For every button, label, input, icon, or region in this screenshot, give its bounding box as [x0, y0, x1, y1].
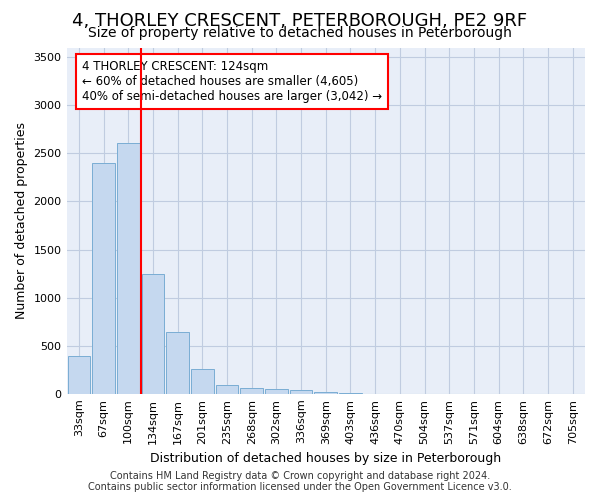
Text: Size of property relative to detached houses in Peterborough: Size of property relative to detached ho… — [88, 26, 512, 40]
Bar — [290, 390, 313, 394]
Bar — [142, 274, 164, 394]
Bar — [191, 369, 214, 394]
Text: Contains HM Land Registry data © Crown copyright and database right 2024.
Contai: Contains HM Land Registry data © Crown c… — [88, 471, 512, 492]
X-axis label: Distribution of detached houses by size in Peterborough: Distribution of detached houses by size … — [150, 452, 502, 465]
Text: 4, THORLEY CRESCENT, PETERBOROUGH, PE2 9RF: 4, THORLEY CRESCENT, PETERBOROUGH, PE2 9… — [73, 12, 527, 30]
Bar — [241, 388, 263, 394]
Bar — [314, 392, 337, 394]
Bar — [166, 332, 189, 394]
Text: 4 THORLEY CRESCENT: 124sqm
← 60% of detached houses are smaller (4,605)
40% of s: 4 THORLEY CRESCENT: 124sqm ← 60% of deta… — [82, 60, 382, 102]
Bar — [215, 384, 238, 394]
Bar — [92, 163, 115, 394]
Y-axis label: Number of detached properties: Number of detached properties — [15, 122, 28, 319]
Bar — [117, 142, 140, 394]
Bar — [265, 388, 288, 394]
Bar — [339, 393, 362, 394]
Bar — [68, 356, 90, 394]
